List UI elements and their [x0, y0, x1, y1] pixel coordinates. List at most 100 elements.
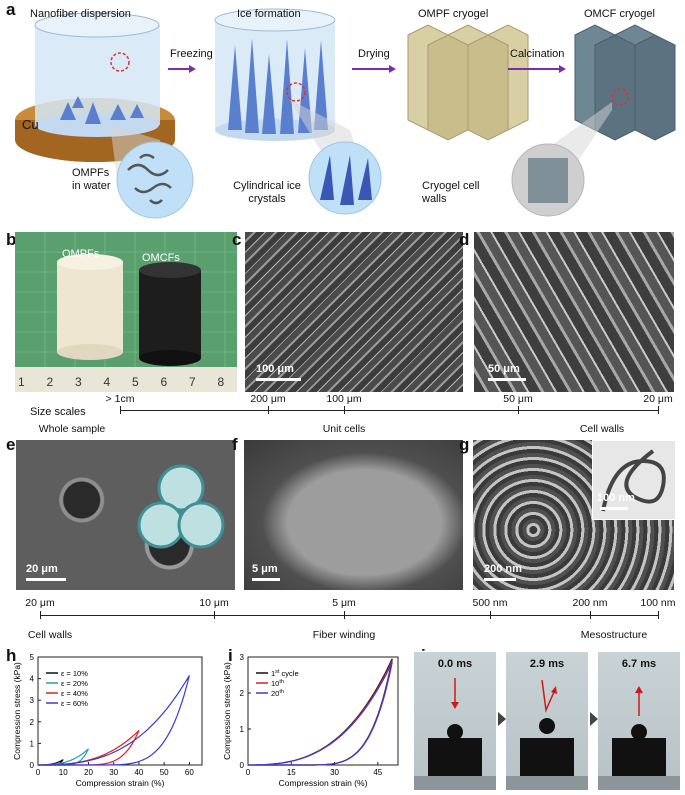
- zoom2-caption: Cylindrical ice crystals: [233, 180, 301, 205]
- ruler-number: 1: [18, 375, 25, 389]
- panel-e-sem-image: [16, 440, 235, 590]
- panel-g-inset-scalebar: [600, 507, 628, 510]
- series-line: [248, 658, 393, 766]
- scale1-tick: [344, 406, 345, 414]
- panel-g-label: g: [459, 435, 470, 454]
- ruler-number: 3: [75, 375, 82, 389]
- legend-entry: 20th: [271, 689, 284, 698]
- legend-entry: ε = 60%: [61, 699, 88, 708]
- frame-time-label: 2.9 ms: [529, 658, 565, 670]
- series-line: [248, 662, 393, 766]
- size-scale-1-axis: [120, 410, 658, 411]
- y-tick-label: 2: [240, 689, 245, 698]
- scale1-tick: [120, 406, 121, 414]
- legend-entry: ε = 40%: [61, 689, 88, 698]
- base-plate: [598, 776, 680, 790]
- scale2-tick-label: 10 μm: [199, 597, 229, 609]
- legend-entry: ε = 10%: [61, 669, 88, 678]
- panel-g-inset-scalebar-label: 100 nm: [597, 492, 635, 504]
- y-tick-label: 3: [30, 696, 35, 705]
- scale1-group-cell-walls: Cell walls: [579, 423, 625, 435]
- scale2-tick-label: 5 μm: [332, 597, 356, 609]
- sequence-chevron: [498, 712, 506, 726]
- x-tick-label: 20: [84, 768, 93, 777]
- x-tick-label: 50: [160, 768, 169, 777]
- step3-arrow: [508, 68, 560, 70]
- panel-h-label: h: [6, 646, 17, 665]
- motion-arrow: [541, 679, 557, 713]
- y-tick-label: 0: [240, 761, 245, 770]
- panel-g-tem-inset: [592, 440, 676, 520]
- panel-a-illustration: [15, 8, 676, 219]
- base-plate: [414, 776, 496, 790]
- ruler-number: 8: [217, 375, 225, 389]
- x-tick-label: 30: [330, 768, 339, 777]
- nanofibers: [127, 153, 172, 205]
- frame-time-label: 0.0 ms: [437, 658, 473, 670]
- x-tick-label: 15: [287, 768, 296, 777]
- ruler-number: 6: [160, 375, 168, 389]
- chart-i: 0 15 30 45 0 1 2 3 Compression strain (%) Compres…: [222, 653, 399, 788]
- scale1-tick-label: 200 μm: [250, 393, 286, 405]
- y-tick-label: 3: [240, 653, 245, 662]
- bounce-frame: 6.7 ms: [598, 652, 680, 790]
- base-plate: [506, 776, 588, 790]
- panel-d-scalebar-label: 50 μm: [488, 363, 520, 375]
- ruler-number: 5: [132, 375, 139, 389]
- step1-arrow: [168, 68, 190, 70]
- steel-ball: [539, 718, 555, 734]
- stage3-title: OMPF cryogel: [418, 8, 489, 20]
- panel-d-sem-image: [474, 232, 674, 392]
- scale1-tick: [518, 406, 519, 414]
- panel-c-sem-image: [245, 232, 463, 392]
- x-tick-label: 30: [109, 768, 118, 777]
- x-axis-label: Compression strain (%): [279, 778, 368, 788]
- scale2-tick-label: 20 μm: [25, 597, 55, 609]
- y-axis-label: Compression stress (kPa): [222, 662, 232, 760]
- ompf-sample-label: OMPFs: [62, 248, 100, 260]
- omcf-sample-label: OMCFs: [142, 252, 180, 264]
- cu-label: Cu: [22, 117, 39, 132]
- panel-c-scalebar-label: 100 μm: [256, 363, 294, 375]
- ruler-number: 4: [103, 375, 111, 389]
- step2-label: Drying: [358, 48, 390, 60]
- stage4-title: OMCF cryogel: [584, 8, 655, 20]
- zoom1-caption: OMPFs in water: [72, 167, 111, 192]
- scale2-tick: [490, 611, 491, 619]
- bounce-frame: 0.0 ms: [414, 652, 496, 790]
- steel-ball: [631, 724, 647, 740]
- series-line: [38, 675, 190, 766]
- scale2-tick: [344, 611, 345, 619]
- panel-d-scalebar: [488, 378, 526, 381]
- panel-b-label: b: [6, 230, 17, 249]
- x-axis-label: Compression strain (%): [76, 778, 165, 788]
- scale1-tick-label: > 1cm: [105, 393, 135, 405]
- panel-d-label: d: [459, 230, 470, 249]
- zoom-mark-1: [110, 52, 130, 72]
- beaker-1: [35, 25, 160, 125]
- motion-arrow: [635, 686, 643, 716]
- x-tick-label: 0: [36, 768, 41, 777]
- scale2-tick: [214, 611, 215, 619]
- scale2-tick: [590, 611, 591, 619]
- steel-ball: [447, 724, 463, 740]
- chart-h: 0 10 20 30 40 50 60 0 1 2 3 4 5 Compression strain (%…: [12, 653, 203, 788]
- ompf-honeycomb: [407, 24, 529, 141]
- y-tick-label: 2: [30, 718, 35, 727]
- scale2-tick: [40, 611, 41, 619]
- legend-entry: 1st cycle: [271, 669, 299, 678]
- panel-f-label: f: [232, 435, 238, 454]
- motion-arrow: [451, 678, 459, 709]
- stage1-title: Nanofiber dispersion: [30, 8, 131, 20]
- y-tick-label: 0: [30, 761, 35, 770]
- size-scale-2-axis: [40, 615, 658, 616]
- scale2-tick-label: 500 nm: [472, 597, 508, 609]
- zoom-circle-1: [116, 141, 194, 219]
- compressed-sample: [520, 738, 574, 778]
- frame-time-label: 6.7 ms: [621, 658, 657, 670]
- panel-e-label: e: [6, 435, 16, 454]
- panel-g-scalebar-label: 200 nm: [484, 563, 522, 575]
- panel-e-scalebar-label: 20 μm: [26, 563, 58, 575]
- y-tick-label: 1: [30, 739, 35, 748]
- scale1-tick-label: 100 μm: [326, 393, 362, 405]
